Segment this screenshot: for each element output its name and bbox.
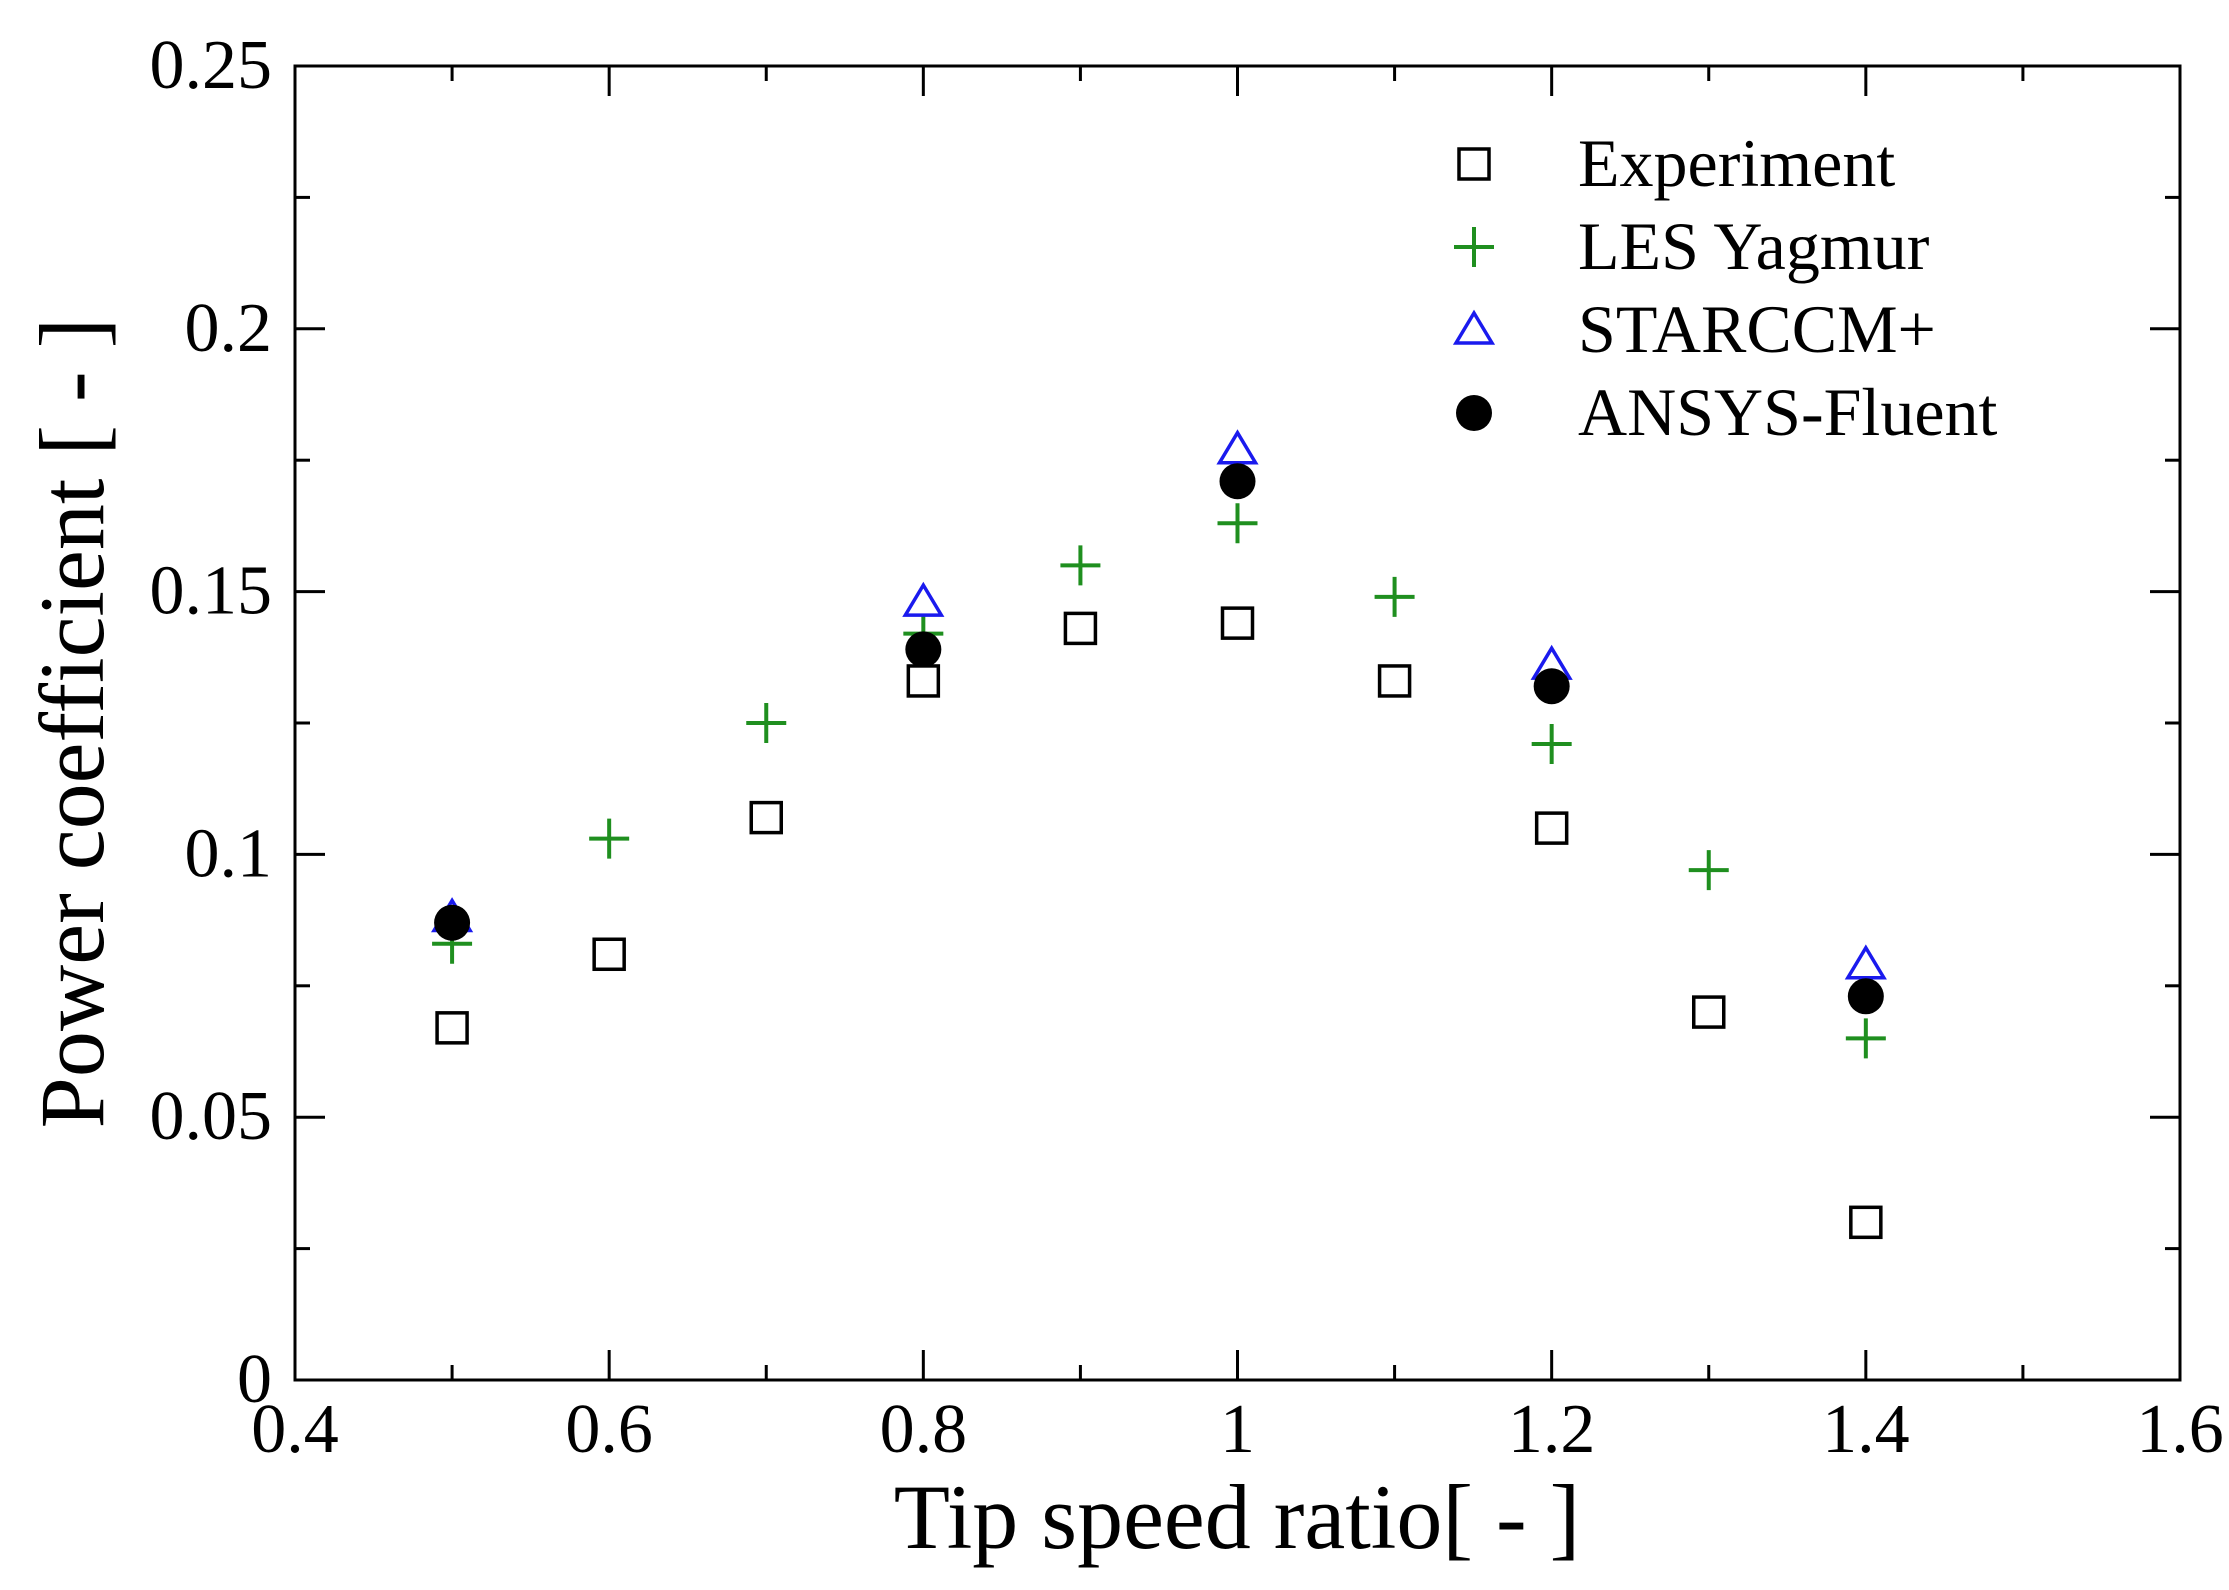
point-experiment bbox=[1063, 611, 1098, 646]
point-experiment bbox=[1377, 664, 1412, 698]
point-les-yagmur bbox=[746, 703, 787, 743]
x-tick-label: 0.4 bbox=[251, 1391, 339, 1468]
point-les-yagmur bbox=[589, 818, 630, 859]
legend-marker-experiment bbox=[1457, 147, 1491, 181]
point-ansys-fluent bbox=[1533, 668, 1570, 705]
legend-label-les-yagmur: LES Yagmur bbox=[1578, 208, 1930, 284]
legend-marker-les-yagmur bbox=[1454, 227, 1494, 267]
point-ansys-fluent bbox=[905, 631, 942, 668]
point-les-yagmur bbox=[1060, 545, 1101, 586]
point-ansys-fluent bbox=[1847, 978, 1884, 1015]
tick-labels: 0.4 0.6 0.8 1 1.2 1.4 1.6 0 0.05 0.1 0.15 0.2 0.25 bbox=[150, 27, 2224, 1468]
y-tick-label: 0.15 bbox=[150, 553, 273, 630]
point-experiment bbox=[1220, 606, 1255, 640]
point-experiment bbox=[435, 1011, 469, 1045]
point-les-yagmur bbox=[1374, 576, 1415, 617]
x-tick-label: 1.4 bbox=[1822, 1391, 1910, 1468]
legend-label-experiment: Experiment bbox=[1578, 125, 1895, 201]
point-experiment bbox=[592, 937, 626, 972]
legend-marker-ansys-fluent bbox=[1456, 395, 1492, 431]
y-axis-title: Power coefficient [ - ] bbox=[21, 318, 123, 1129]
point-ansys-fluent bbox=[1219, 463, 1256, 500]
y-tick-label: 0.05 bbox=[150, 1078, 273, 1155]
x-tick-label: 0.8 bbox=[880, 1391, 968, 1468]
y-tick-label: 0 bbox=[237, 1341, 272, 1418]
point-les-yagmur bbox=[1845, 1018, 1886, 1059]
point-les-yagmur bbox=[1217, 503, 1258, 544]
data-marks bbox=[430, 429, 1887, 1240]
legend-marker-starccm bbox=[1452, 309, 1496, 345]
x-tick-label: 1.2 bbox=[1508, 1391, 1596, 1468]
x-tick-label: 1 bbox=[1220, 1391, 1255, 1468]
point-experiment bbox=[1849, 1205, 1883, 1240]
point-starccm bbox=[1216, 429, 1259, 465]
axis-ticks bbox=[293, 64, 2182, 1382]
legend-label-ansys-fluent: ANSYS-Fluent bbox=[1578, 374, 1997, 450]
x-tick-label: 1.6 bbox=[2136, 1391, 2224, 1468]
x-axis-title: Tip speed ratio[ - ] bbox=[894, 1466, 1581, 1568]
point-experiment bbox=[749, 800, 783, 835]
point-starccm bbox=[902, 581, 945, 617]
point-les-yagmur bbox=[1531, 724, 1572, 765]
y-tick-label: 0.1 bbox=[185, 815, 273, 892]
y-tick-label: 0.2 bbox=[185, 290, 273, 367]
point-experiment bbox=[1534, 811, 1569, 845]
point-ansys-fluent bbox=[434, 904, 471, 941]
point-starccm bbox=[1844, 944, 1887, 980]
point-les-yagmur bbox=[1688, 850, 1729, 891]
x-tick-label: 0.6 bbox=[565, 1391, 653, 1468]
point-experiment bbox=[906, 664, 941, 698]
y-tick-label: 0.25 bbox=[150, 27, 273, 104]
legend-label-starccm: STARCCM+ bbox=[1578, 291, 1936, 367]
point-experiment bbox=[1692, 995, 1726, 1029]
